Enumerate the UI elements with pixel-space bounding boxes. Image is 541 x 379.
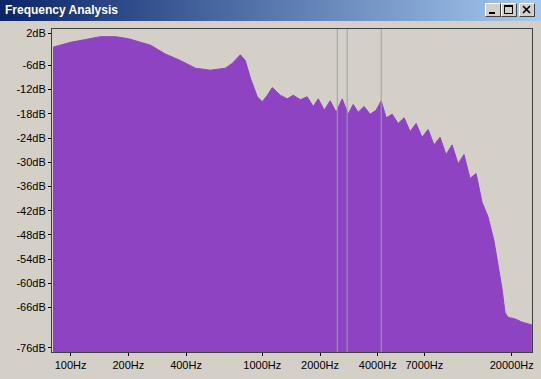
svg-text:-36dB: -36dB bbox=[16, 180, 45, 192]
svg-text:-6dB: -6dB bbox=[23, 59, 46, 71]
svg-text:2dB: 2dB bbox=[26, 27, 46, 39]
svg-text:4000Hz: 4000Hz bbox=[359, 359, 397, 371]
svg-text:20000Hz: 20000Hz bbox=[490, 359, 534, 371]
svg-text:-54dB: -54dB bbox=[16, 253, 45, 265]
svg-text:-66dB: -66dB bbox=[16, 301, 45, 313]
svg-text:-42dB: -42dB bbox=[16, 205, 45, 217]
svg-text:1000Hz: 1000Hz bbox=[243, 359, 281, 371]
svg-text:200Hz: 200Hz bbox=[112, 359, 144, 371]
svg-text:-12dB: -12dB bbox=[16, 83, 45, 95]
svg-text:-30dB: -30dB bbox=[16, 156, 45, 168]
svg-text:2000Hz: 2000Hz bbox=[301, 359, 339, 371]
svg-text:100Hz: 100Hz bbox=[55, 359, 87, 371]
svg-text:400Hz: 400Hz bbox=[170, 359, 202, 371]
svg-text:-76dB: -76dB bbox=[16, 342, 45, 354]
svg-text:-24dB: -24dB bbox=[16, 132, 45, 144]
svg-text:7000Hz: 7000Hz bbox=[405, 359, 443, 371]
svg-text:-48dB: -48dB bbox=[16, 229, 45, 241]
svg-text:-18dB: -18dB bbox=[16, 108, 45, 120]
html-text:Frequency Analysis: Frequency Analysis bbox=[5, 3, 118, 17]
svg-text:-60dB: -60dB bbox=[16, 277, 45, 289]
